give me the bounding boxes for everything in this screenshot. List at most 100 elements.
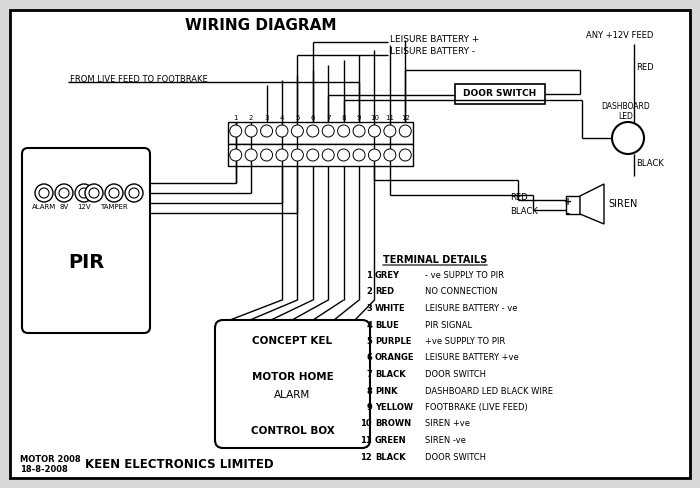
Text: 9: 9	[357, 115, 361, 121]
Text: 1: 1	[234, 115, 238, 121]
Text: ANY +12V FEED: ANY +12V FEED	[587, 30, 654, 40]
Circle shape	[399, 149, 412, 161]
Text: WIRING DIAGRAM: WIRING DIAGRAM	[185, 18, 337, 33]
Text: 9: 9	[366, 403, 372, 412]
Text: DOOR SWITCH: DOOR SWITCH	[425, 370, 486, 379]
Text: 10: 10	[360, 420, 372, 428]
Text: CONTROL BOX: CONTROL BOX	[251, 426, 335, 436]
Circle shape	[337, 125, 349, 137]
Text: LEISURE BATTERY - ve: LEISURE BATTERY - ve	[425, 304, 517, 313]
Text: - ve SUPPLY TO PIR: - ve SUPPLY TO PIR	[425, 271, 504, 280]
FancyBboxPatch shape	[22, 148, 150, 333]
Circle shape	[276, 125, 288, 137]
Text: FROM LIVE FEED TO FOOTBRAKE: FROM LIVE FEED TO FOOTBRAKE	[70, 76, 208, 84]
Text: 3: 3	[366, 304, 372, 313]
Text: ALARM: ALARM	[274, 390, 311, 400]
Polygon shape	[580, 184, 604, 224]
Circle shape	[353, 125, 365, 137]
Text: PINK: PINK	[375, 386, 398, 395]
Text: BLUE: BLUE	[375, 321, 399, 329]
Circle shape	[322, 149, 334, 161]
Circle shape	[125, 184, 143, 202]
Text: 11: 11	[386, 115, 394, 121]
Text: MOTOR HOME: MOTOR HOME	[251, 372, 333, 382]
Text: 11: 11	[360, 436, 372, 445]
Text: 8: 8	[366, 386, 372, 395]
Text: 10: 10	[370, 115, 379, 121]
Text: 4: 4	[280, 115, 284, 121]
Text: BLACK: BLACK	[375, 452, 405, 462]
Circle shape	[307, 149, 319, 161]
Circle shape	[89, 188, 99, 198]
Circle shape	[276, 149, 288, 161]
Bar	[566, 196, 580, 214]
Text: DOOR SWITCH: DOOR SWITCH	[463, 89, 537, 99]
Circle shape	[39, 188, 49, 198]
Text: 8: 8	[342, 115, 346, 121]
Circle shape	[35, 184, 53, 202]
Circle shape	[59, 188, 69, 198]
Text: 12: 12	[401, 115, 410, 121]
Text: SIREN: SIREN	[608, 199, 638, 209]
Circle shape	[399, 125, 412, 137]
Text: SIREN +ve: SIREN +ve	[425, 420, 470, 428]
Bar	[228, 122, 413, 144]
Text: 8V: 8V	[60, 204, 69, 210]
Circle shape	[55, 184, 73, 202]
Text: BLACK: BLACK	[636, 160, 664, 168]
Circle shape	[384, 125, 396, 137]
Text: BLACK: BLACK	[510, 207, 538, 217]
Text: NO CONNECTION: NO CONNECTION	[425, 287, 498, 297]
Circle shape	[245, 149, 257, 161]
Text: MOTOR 2008: MOTOR 2008	[20, 455, 80, 464]
Text: SIREN -ve: SIREN -ve	[425, 436, 466, 445]
Circle shape	[307, 125, 319, 137]
Circle shape	[245, 125, 257, 137]
Text: 1: 1	[366, 271, 372, 280]
Text: 7: 7	[366, 370, 372, 379]
Text: 5: 5	[295, 115, 300, 121]
FancyBboxPatch shape	[215, 320, 370, 448]
Text: RED: RED	[375, 287, 394, 297]
Circle shape	[322, 125, 334, 137]
Text: PIR SIGNAL: PIR SIGNAL	[425, 321, 472, 329]
Circle shape	[85, 184, 103, 202]
Text: GREEN: GREEN	[375, 436, 407, 445]
Circle shape	[291, 125, 303, 137]
Text: LEISURE BATTERY +: LEISURE BATTERY +	[390, 35, 480, 43]
Circle shape	[337, 149, 349, 161]
Circle shape	[109, 188, 119, 198]
Text: CONCEPT KEL: CONCEPT KEL	[253, 336, 332, 346]
Text: -: -	[566, 209, 570, 219]
Text: TERMINAL DETAILS: TERMINAL DETAILS	[383, 255, 487, 265]
Circle shape	[612, 122, 644, 154]
Text: 6: 6	[311, 115, 315, 121]
Text: LED: LED	[619, 112, 634, 121]
Bar	[455, 84, 545, 104]
Text: 2: 2	[366, 287, 372, 297]
Circle shape	[384, 149, 396, 161]
Circle shape	[230, 149, 242, 161]
Text: BLACK: BLACK	[375, 370, 405, 379]
Circle shape	[129, 188, 139, 198]
Text: DASHBOARD LED BLACK WIRE: DASHBOARD LED BLACK WIRE	[425, 386, 553, 395]
Circle shape	[260, 149, 272, 161]
Circle shape	[353, 149, 365, 161]
Text: 12V: 12V	[77, 204, 91, 210]
Text: RED: RED	[636, 63, 654, 73]
Bar	[228, 144, 413, 166]
Text: 12: 12	[360, 452, 372, 462]
Text: 6: 6	[366, 353, 372, 363]
Circle shape	[368, 149, 381, 161]
Text: DOOR SWITCH: DOOR SWITCH	[425, 452, 486, 462]
Text: YELLOW: YELLOW	[375, 403, 413, 412]
Text: +ve SUPPLY TO PIR: +ve SUPPLY TO PIR	[425, 337, 505, 346]
Text: 4: 4	[366, 321, 372, 329]
Circle shape	[230, 125, 242, 137]
Text: ALARM: ALARM	[32, 204, 56, 210]
Circle shape	[291, 149, 303, 161]
Text: PURPLE: PURPLE	[375, 337, 412, 346]
Text: 3: 3	[265, 115, 269, 121]
Text: 2: 2	[249, 115, 253, 121]
Text: RED: RED	[510, 192, 528, 202]
